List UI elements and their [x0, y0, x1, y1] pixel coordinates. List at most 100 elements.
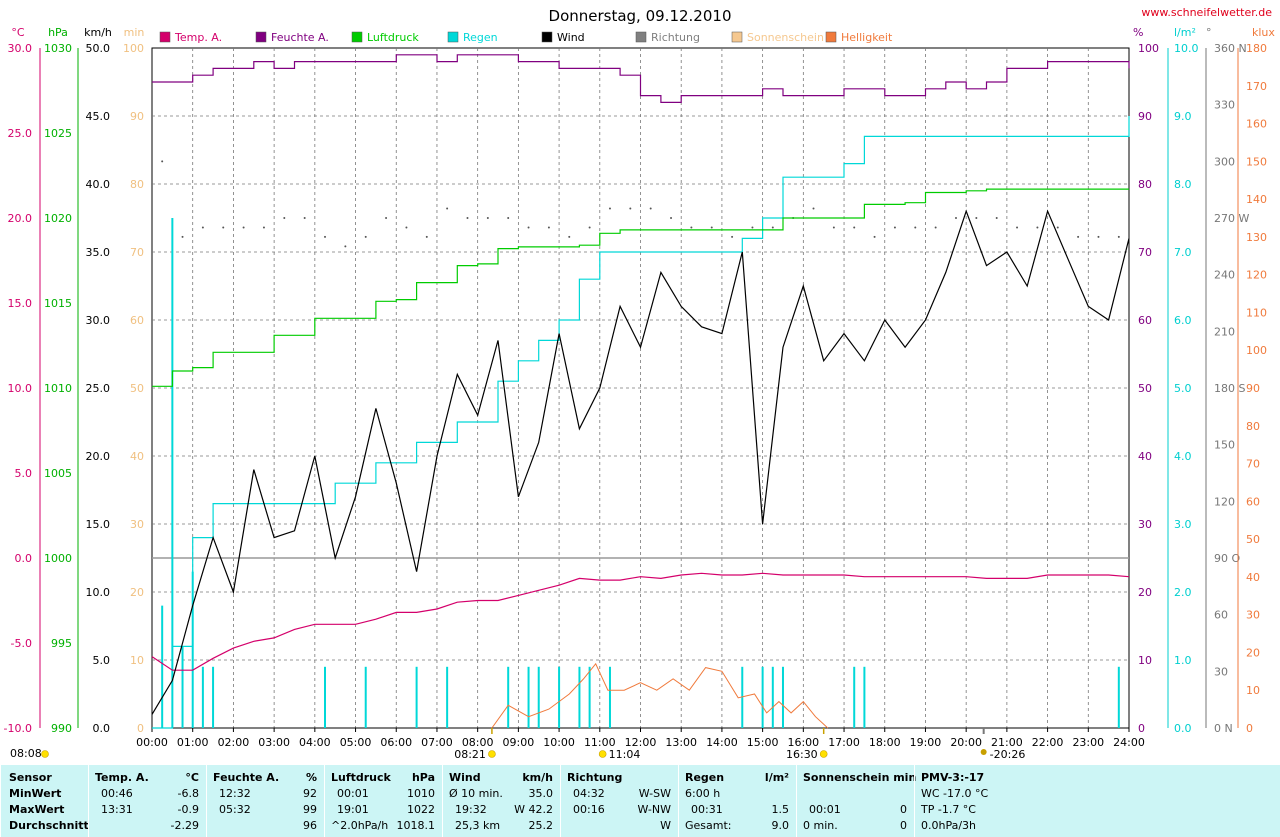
direction-point-21 — [588, 226, 591, 229]
direction-point-35 — [873, 235, 876, 238]
legend-label-1: Feuchte A. — [271, 31, 329, 44]
legend-swatch-2 — [351, 31, 363, 43]
tick-humidity-2: 80 — [1138, 178, 1152, 191]
tick-humidity-10: 0 — [1138, 722, 1145, 735]
tick-temp-4: 10.0 — [8, 382, 33, 395]
tick-humidity-6: 40 — [1138, 450, 1152, 463]
direction-point-3 — [222, 226, 225, 229]
x-tick-10: 10:00 — [543, 736, 575, 749]
x-tick-3: 03:00 — [258, 736, 290, 749]
tick-rain-1: 9.0 — [1174, 110, 1192, 123]
stats-pressure-max: 1022 — [407, 803, 435, 816]
tick-lux-11: 70 — [1246, 458, 1260, 471]
x-tick-0: 00:00 — [136, 736, 168, 749]
tick-lux-10: 80 — [1246, 420, 1260, 433]
direction-point-20 — [568, 235, 571, 238]
stats-wind-run: 25,3 km — [455, 819, 501, 832]
stats-wind-unit: km/h — [522, 771, 553, 784]
direction-point-22 — [608, 207, 611, 210]
direction-point-46 — [1097, 235, 1100, 238]
tick-temp-7: -5.0 — [11, 637, 32, 650]
tick-sunmin-9: 10 — [130, 654, 144, 667]
tick-rain-0: 10.0 — [1174, 42, 1199, 55]
tick-pressure-1: 1025 — [44, 127, 72, 140]
stats-temp-column: Temp. A. °C 00:46 13:31 -6.8 -0.9 -2.29 — [88, 765, 207, 837]
tick-temp-8: -10.0 — [4, 722, 32, 735]
direction-point-25 — [670, 217, 673, 219]
tick-lux-14: 40 — [1246, 571, 1260, 584]
stats-temp-min: -6.8 — [177, 787, 199, 800]
stats-sunshine-header: Sonnenschein min — [803, 771, 917, 784]
tick-wind-8: 10.0 — [86, 586, 111, 599]
stats-pressure-avg: 1018.1 — [396, 819, 436, 832]
stats-pressure-max-time: 19:01 — [337, 803, 369, 816]
x-tick-23: 23:00 — [1072, 736, 1104, 749]
tick-wind-7: 15.0 — [86, 518, 111, 531]
tick-sunmin-7: 30 — [130, 518, 144, 531]
direction-point-45 — [1077, 235, 1080, 238]
tick-sunmin-5: 50 — [130, 382, 144, 395]
axis-unit-humidity: % — [1133, 26, 1143, 39]
direction-point-12 — [405, 226, 408, 229]
tick-dir-6: 180 S — [1214, 382, 1245, 395]
stats-pressure-trend-3h: 0.0hPa/3h — [921, 819, 977, 832]
tick-dir-1: 330 — [1214, 99, 1235, 112]
tick-dir-4: 240 — [1214, 269, 1235, 282]
axis-unit-wind: km/h — [84, 26, 112, 39]
stats-direction-avg: W — [660, 819, 671, 832]
tick-lux-9: 90 — [1246, 382, 1260, 395]
legend-swatch-4 — [541, 31, 553, 43]
marker-sunrise-icon — [488, 750, 496, 758]
tick-sunmin-4: 60 — [130, 314, 144, 327]
marker-sunrise: 08:21 — [454, 748, 486, 761]
stats-wind-avg: 25.2 — [528, 819, 554, 832]
marker-start: 08:08 — [10, 747, 42, 760]
stats-temp-max: -0.9 — [177, 803, 199, 816]
tick-temp-0: 30.0 — [8, 42, 33, 55]
stats-rain-header: Regen — [685, 771, 725, 784]
stats-sunshine-total-label: 0 min. — [803, 819, 838, 832]
tick-sunmin-3: 70 — [130, 246, 144, 259]
x-tick-6: 06:00 — [380, 736, 412, 749]
stats-temp-header: Temp. A. — [95, 771, 149, 784]
stats-humidity-max: 99 — [303, 803, 317, 816]
direction-point-13 — [425, 235, 428, 238]
x-tick-4: 04:00 — [299, 736, 331, 749]
tick-wind-10: 0.0 — [93, 722, 111, 735]
series-luftdruck — [152, 188, 1129, 387]
tick-rain-6: 4.0 — [1174, 450, 1192, 463]
stats-windchill: WC -17.0 °C — [921, 787, 989, 800]
tick-rain-4: 6.0 — [1174, 314, 1192, 327]
tick-humidity-0: 100 — [1138, 42, 1159, 55]
tick-lux-3: 150 — [1246, 155, 1267, 168]
tick-lux-5: 130 — [1246, 231, 1267, 244]
direction-point-7 — [303, 217, 306, 219]
marker-moon: -20:26 — [990, 748, 1026, 761]
tick-dir-12: 0 N — [1214, 722, 1233, 735]
stats-row-label-max: MaxWert — [9, 803, 65, 816]
stats-pressure-trend: ^2.0hPa/h — [331, 819, 389, 832]
tick-pressure-0: 1030 — [44, 42, 72, 55]
direction-point-15 — [466, 217, 469, 219]
tick-humidity-7: 30 — [1138, 518, 1152, 531]
stats-direction-max-time: 00:16 — [573, 803, 605, 816]
marker-sunset: 16:30 — [786, 748, 818, 761]
x-tick-8: 08:00 — [462, 736, 494, 749]
tick-dir-11: 30 — [1214, 665, 1228, 678]
legend-swatch-5 — [635, 31, 647, 43]
direction-point-28 — [731, 235, 734, 238]
stats-pressure-min: 1010 — [407, 787, 435, 800]
direction-point-32 — [812, 207, 815, 210]
stats-sunshine-avg: 0 — [900, 819, 907, 832]
site-url: www.schneifelwetter.de — [1141, 6, 1272, 19]
stats-wind-max: W 42.2 — [514, 803, 553, 816]
stats-rain-unit: l/m² — [764, 771, 789, 784]
direction-point-9 — [344, 245, 347, 248]
stats-row-label-min: MinWert — [9, 787, 62, 800]
tick-wind-6: 20.0 — [86, 450, 111, 463]
stats-direction-min-time: 04:32 — [573, 787, 605, 800]
tick-rain-8: 2.0 — [1174, 586, 1192, 599]
axis-unit-pressure: hPa — [48, 26, 68, 39]
tick-temp-1: 25.0 — [8, 127, 33, 140]
tick-sunmin-10: 0 — [137, 722, 144, 735]
